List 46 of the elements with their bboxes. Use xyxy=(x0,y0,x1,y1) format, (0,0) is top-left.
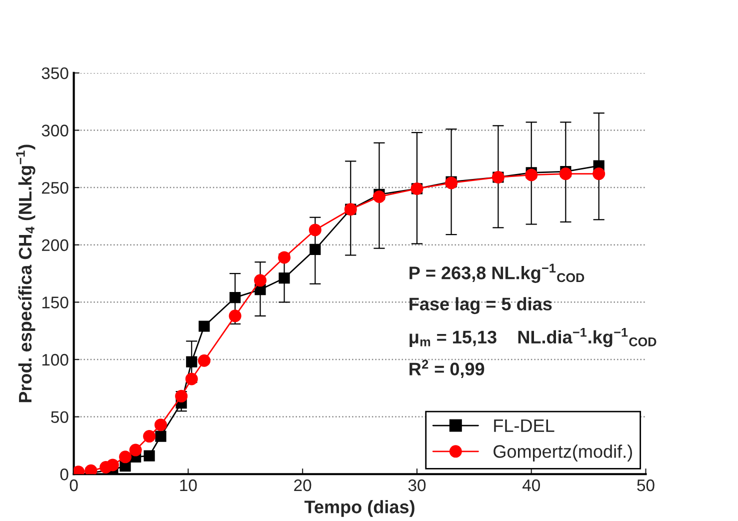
x-tick-label: 0 xyxy=(70,479,78,492)
y-tick-label: 200 xyxy=(42,239,68,252)
point xyxy=(84,464,98,474)
x-tick-label: 30 xyxy=(408,479,426,492)
point xyxy=(143,430,156,443)
point xyxy=(308,224,322,236)
point xyxy=(175,390,188,402)
point xyxy=(559,168,572,180)
point xyxy=(228,310,242,322)
y-tick-label: 50 xyxy=(51,411,68,424)
point xyxy=(129,444,142,456)
x-tick-label: 20 xyxy=(294,479,312,492)
y-tick-label: 350 xyxy=(42,67,68,80)
point xyxy=(198,320,210,332)
annotation: μ$_{m}$ = 15,13 NL.dia$^{−1}$.kg$^{−1}$$_{COD}$ xyxy=(410,328,656,348)
point xyxy=(185,372,198,386)
legend-label: Gompertz(modif.) xyxy=(494,444,632,462)
annotation: Fase lag = 5 dias xyxy=(410,297,552,314)
point xyxy=(310,244,321,256)
point xyxy=(186,356,198,368)
point xyxy=(278,251,291,264)
x-tick-label: 50 xyxy=(637,479,654,492)
point xyxy=(144,450,155,462)
y-tick-label: 150 xyxy=(42,296,68,308)
point xyxy=(592,168,606,180)
y-tick-label: 100 xyxy=(42,354,68,366)
point xyxy=(154,418,167,432)
point xyxy=(106,458,119,472)
point xyxy=(278,272,290,284)
legend-label: FL-DEL xyxy=(494,419,554,432)
point xyxy=(155,430,166,442)
x-tick-label: 40 xyxy=(522,479,540,492)
y-tick-label: 0 xyxy=(60,468,68,480)
x-tick-label: 10 xyxy=(180,479,197,492)
point xyxy=(119,450,132,464)
point xyxy=(372,190,386,203)
annotation: R$^{2}$ = 0,99 xyxy=(410,360,484,378)
point xyxy=(254,274,267,287)
y-tick-label: 300 xyxy=(42,124,68,136)
point xyxy=(525,168,538,182)
y-tick-label: 250 xyxy=(42,182,68,194)
point xyxy=(198,354,210,367)
x-axis-title: Tempo (dias) xyxy=(304,500,414,517)
point xyxy=(230,292,241,304)
y-axis-title: Prod. específica CH$_{4}$ (NL.kg$^{−1}$) xyxy=(16,144,36,402)
annotation: P = 263,8 NL.kg$^{−1}$$_{COD}$ xyxy=(410,264,584,283)
